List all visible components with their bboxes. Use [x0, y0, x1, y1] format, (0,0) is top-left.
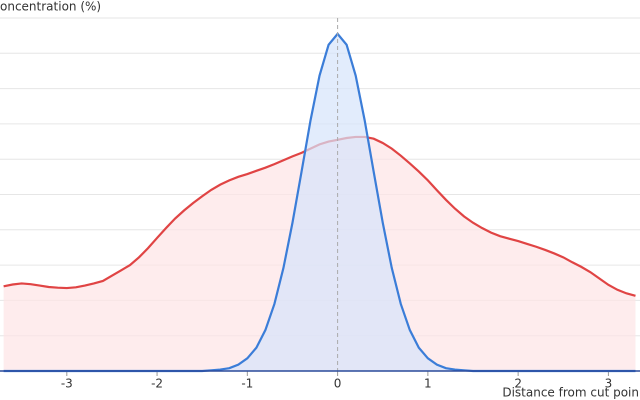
x-tick-label: 1	[424, 377, 432, 391]
area-fill	[3, 33, 636, 371]
x-axis-label: Distance from cut poin	[502, 386, 639, 400]
x-tick-label: 3	[605, 377, 613, 391]
x-tick-label: -1	[241, 377, 253, 391]
y-axis-label: oncentration (%)	[0, 0, 101, 14]
x-tick-label: -3	[61, 377, 73, 391]
x-tick-label: 0	[334, 377, 342, 391]
x-tick-label: -2	[151, 377, 163, 391]
x-tick-label: 2	[514, 377, 522, 391]
